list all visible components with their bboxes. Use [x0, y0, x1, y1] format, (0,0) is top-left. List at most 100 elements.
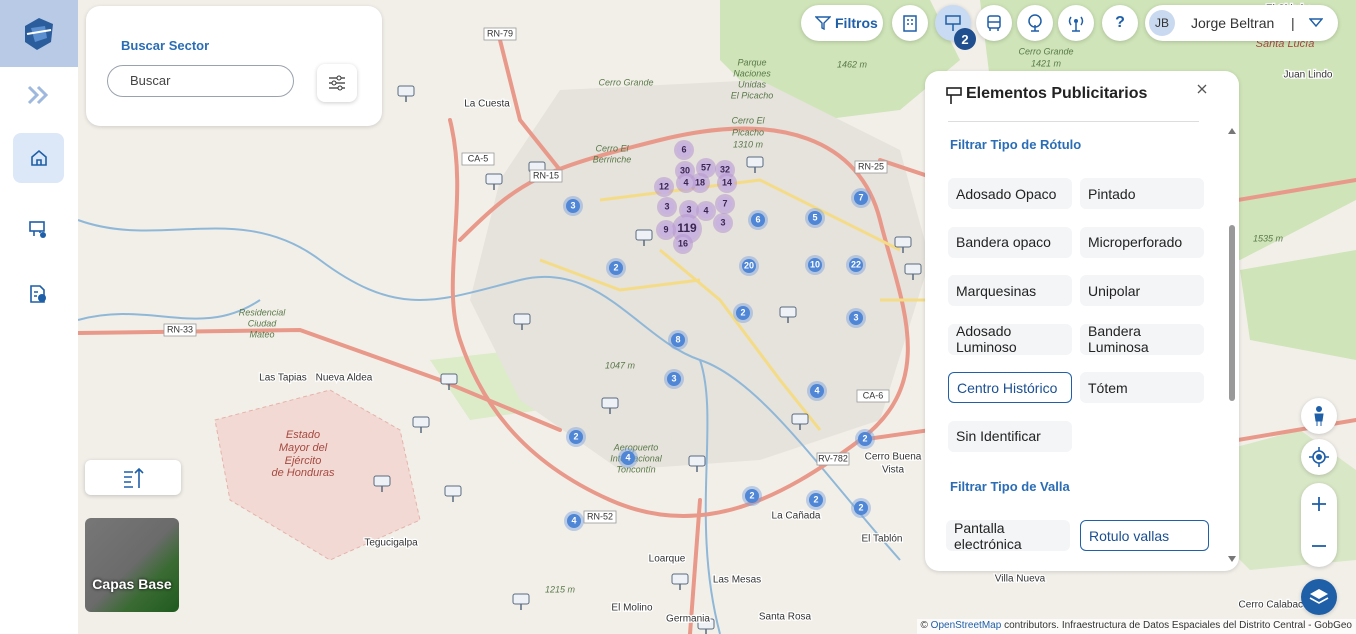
cluster-count: 2: [749, 490, 754, 500]
map-place-label: Germania: [666, 614, 710, 625]
cluster: [849, 311, 863, 325]
map-place-label: Loarque: [649, 554, 686, 565]
map-feature-label: Parque: [737, 57, 766, 67]
cluster-count: 22: [851, 259, 861, 269]
billboard-marker: [779, 306, 797, 318]
billboard-marker: [373, 475, 391, 487]
billboards-button[interactable]: [935, 5, 971, 41]
cluster-count: 6: [681, 144, 686, 154]
cluster-count: 3: [570, 200, 575, 210]
cluster: [810, 384, 824, 398]
logo-icon: [25, 17, 53, 50]
buildings-button[interactable]: [892, 5, 928, 41]
map-feature-label: Residencial: [239, 307, 287, 317]
cluster: [699, 161, 713, 175]
scroll-thumb: [1229, 225, 1235, 401]
user-menu[interactable]: JB Jorge Beltran |: [1145, 5, 1338, 41]
map-feature-label: Cerro El: [595, 143, 629, 153]
zoom-in[interactable]: [1312, 497, 1326, 511]
filter-option[interactable]: Bandera opaco: [948, 226, 1072, 258]
user-avatar: JB: [1149, 10, 1175, 36]
zoom-out[interactable]: [1312, 539, 1326, 553]
expand-button[interactable]: [27, 85, 49, 105]
road-shield: [854, 160, 888, 174]
filters-button[interactable]: Filtros: [801, 5, 883, 41]
billboard-marker: [444, 485, 462, 497]
urban-area: [470, 80, 930, 470]
antenna-icon: [1068, 16, 1084, 32]
filter-option[interactable]: Microperforado: [1080, 226, 1204, 258]
filter-option[interactable]: Adosado Opaco: [948, 178, 1072, 209]
cluster-count: 2: [858, 502, 863, 512]
search-input[interactable]: Buscar: [107, 65, 294, 97]
cluster: [849, 258, 863, 272]
cluster-count: 2: [613, 262, 618, 272]
road-shield: [163, 323, 197, 337]
filters-label: Filtros: [835, 15, 878, 31]
home-button[interactable]: [13, 133, 64, 183]
map-area-label: de Honduras: [272, 467, 335, 479]
panel-title: Elementos Publicitarios: [966, 85, 1148, 102]
filter-option[interactable]: Sin Identificar: [948, 420, 1072, 452]
map-feature-label: Aeropuerto: [613, 442, 659, 452]
cluster: [667, 372, 681, 386]
app-logo[interactable]: [0, 0, 78, 67]
billboard-icon: [945, 15, 961, 31]
map-place-label: Nueva Aldea: [316, 373, 373, 384]
antennas-button[interactable]: [1058, 5, 1094, 41]
billboard-marker: [440, 373, 458, 385]
cluster: [745, 489, 759, 503]
scroll-down: [1228, 556, 1236, 562]
cluster-count: 4: [625, 452, 630, 462]
layers-button[interactable]: [1301, 579, 1337, 615]
filter-option[interactable]: Tótem: [1080, 372, 1204, 403]
cluster: [677, 143, 691, 157]
help-button[interactable]: ?: [1102, 5, 1138, 41]
help-label: ?: [1115, 14, 1125, 31]
cluster-count: 7: [722, 198, 727, 208]
legend-toggle-button[interactable]: [85, 460, 181, 495]
close-button[interactable]: [1197, 84, 1207, 94]
billboard-settings-button[interactable]: [28, 219, 48, 239]
locate-button[interactable]: [1301, 439, 1337, 475]
road-label: RN-52: [587, 511, 613, 521]
street-view-button[interactable]: [1301, 398, 1337, 434]
pegman-icon: [1314, 406, 1324, 426]
map-place-label: Juan Lindo: [1284, 70, 1333, 81]
map-feature-label: Unidas: [738, 79, 767, 89]
filter-icon: [815, 16, 831, 30]
attribution-link[interactable]: OpenStreetMap: [930, 620, 1002, 631]
billboard-settings-icon: [29, 221, 46, 238]
road-label: RV-782: [818, 453, 848, 463]
filter-option[interactable]: Marquesinas: [948, 275, 1072, 306]
scrollbar[interactable]: [1228, 127, 1236, 563]
cluster: [566, 199, 580, 213]
cluster: [569, 430, 583, 444]
billboard-marker: [512, 593, 530, 605]
report-button[interactable]: [28, 284, 48, 304]
map-place-label: Vista: [882, 465, 904, 476]
road-shield: [461, 152, 495, 166]
trees-button[interactable]: [1017, 5, 1053, 41]
road-label: RN-25: [858, 161, 884, 171]
road-shield: [816, 452, 850, 466]
map-feature-label: Mateo: [249, 329, 274, 339]
filter-option[interactable]: Unipolar: [1080, 275, 1204, 306]
chevrons-icon: [27, 85, 49, 105]
filter-option[interactable]: Pantalla electrónica: [946, 520, 1070, 552]
search-options-button[interactable]: [317, 64, 357, 102]
transport-button[interactable]: [976, 5, 1012, 41]
cluster: [809, 493, 823, 507]
map-feature-label: Ciudad: [248, 318, 278, 328]
filter-option[interactable]: Centro Histórico: [948, 372, 1072, 403]
cluster: [621, 451, 635, 465]
base-layers-button[interactable]: Capas Base: [85, 518, 179, 612]
map-feature-label: 1310 m: [733, 139, 764, 149]
filter-option[interactable]: Rotulo vallas: [1080, 520, 1209, 551]
cluster: [693, 176, 707, 190]
filter-option[interactable]: Adosado Luminoso: [948, 323, 1072, 355]
filter-option[interactable]: Pintado: [1080, 178, 1204, 209]
military-area: [214, 389, 421, 561]
filter-option[interactable]: Bandera Luminosa: [1080, 323, 1204, 355]
